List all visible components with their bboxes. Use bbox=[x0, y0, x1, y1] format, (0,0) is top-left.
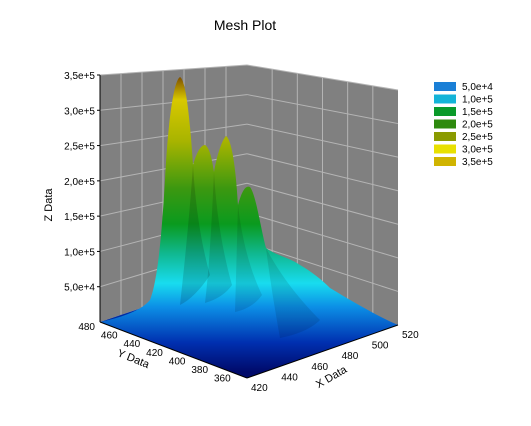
y-tick-label: 360 bbox=[214, 374, 231, 385]
legend-swatch bbox=[434, 119, 456, 129]
surface-ridge-shade bbox=[235, 205, 262, 312]
z-axis-ticks: 5,0e+4 1,0e+5 1,5e+5 2,0e+5 2,5e+5 3,0e+5 3,5e… bbox=[64, 71, 100, 294]
x-axis-ticks: 420 440 460 480 500 520 bbox=[251, 330, 419, 394]
x-tick-label: 440 bbox=[281, 372, 298, 383]
y-axis-ticks: 360 380 400 420 440 460 480 bbox=[78, 322, 231, 385]
legend-label: 5,0e+4 bbox=[462, 82, 493, 93]
y-tick-label: 440 bbox=[124, 339, 141, 350]
y-axis-line bbox=[99, 321, 248, 379]
x-tick-label: 500 bbox=[372, 341, 389, 352]
z-tick-label: 2,0e+5 bbox=[64, 177, 95, 188]
legend-label: 2,0e+5 bbox=[462, 120, 493, 131]
legend: 5,0e+4 1,0e+51,5e+5 2,0e+52,5e+5 3,0e+53,5e… bbox=[434, 82, 493, 168]
z-tick-label: 2,5e+5 bbox=[64, 142, 95, 153]
surface-ridge-shade bbox=[205, 172, 232, 303]
y-tick-label: 380 bbox=[191, 365, 208, 376]
chart-title: Mesh Plot bbox=[214, 17, 276, 33]
y-tick-label: 400 bbox=[169, 356, 186, 367]
legend-label: 3,5e+5 bbox=[462, 157, 493, 168]
y-tick-label: 420 bbox=[146, 348, 163, 359]
z-tick-label: 1,5e+5 bbox=[64, 212, 95, 223]
legend-swatch bbox=[434, 82, 456, 91]
y-tick-label: 480 bbox=[78, 322, 95, 333]
x-axis-line bbox=[246, 324, 399, 379]
y-tick-label: 460 bbox=[101, 331, 118, 342]
z-tick-label: 5,0e+4 bbox=[64, 283, 95, 294]
legend-label: 1,5e+5 bbox=[462, 107, 493, 118]
x-tick-label: 420 bbox=[251, 383, 268, 394]
legend-swatch bbox=[434, 144, 456, 154]
x-tick-label: 520 bbox=[402, 330, 419, 341]
z-tick-label: 1,0e+5 bbox=[64, 247, 95, 258]
z-axis-label: Z Data bbox=[43, 188, 55, 222]
surface-mesh bbox=[100, 77, 398, 378]
legend-swatch bbox=[434, 157, 456, 166]
surface-ridge-shade bbox=[266, 248, 320, 338]
surface-ridge-shade bbox=[180, 165, 210, 305]
x-tick-label: 460 bbox=[311, 362, 328, 373]
x-tick-label: 480 bbox=[342, 351, 359, 362]
legend-swatch bbox=[434, 94, 456, 104]
z-tick-label: 3,5e+5 bbox=[64, 71, 95, 82]
legend-label: 3,0e+5 bbox=[462, 145, 493, 156]
legend-swatch bbox=[434, 132, 456, 141]
legend-swatch bbox=[434, 107, 456, 116]
legend-label: 2,5e+5 bbox=[462, 132, 493, 143]
legend-label: 1,0e+5 bbox=[462, 95, 493, 106]
z-tick-label: 3,0e+5 bbox=[64, 106, 95, 117]
